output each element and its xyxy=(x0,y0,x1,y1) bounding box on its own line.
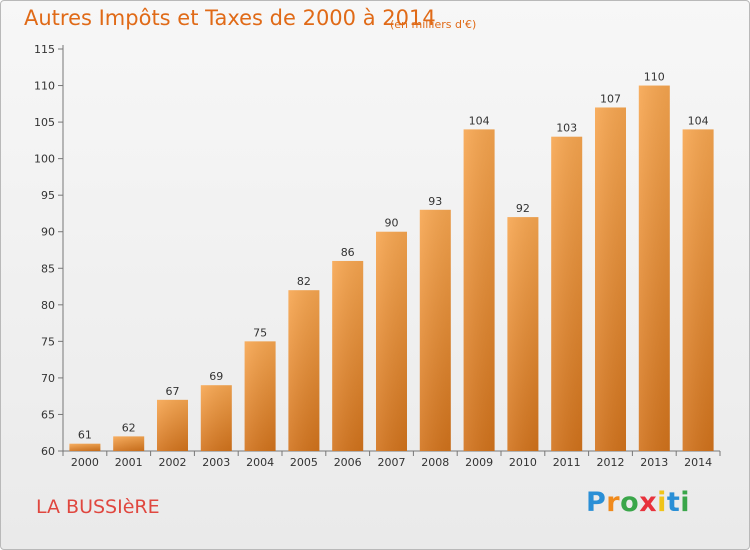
x-tick-label: 2003 xyxy=(202,456,230,469)
chart-subtitle: (en milliers d'€) xyxy=(390,18,477,31)
bars: 61 62 67 69 75 82 86 90 93 104 92 103 107 110 104 xyxy=(69,71,714,452)
data-label: 62 xyxy=(122,421,136,434)
bar-shade xyxy=(288,290,320,451)
y-tick-label: 90 xyxy=(41,226,55,239)
bar-shade xyxy=(69,443,101,451)
y-tick-label: 85 xyxy=(41,262,55,275)
y-tick-label: 115 xyxy=(34,43,55,56)
bar-shade xyxy=(463,129,495,451)
y-tick: 90 xyxy=(41,226,63,239)
bar-shade xyxy=(638,85,670,451)
y-tick-label: 105 xyxy=(34,116,55,129)
x-tick-label: 2006 xyxy=(334,456,362,469)
data-label: 92 xyxy=(516,202,530,215)
data-label: 90 xyxy=(385,217,399,230)
y-tick-label: 95 xyxy=(41,189,55,202)
y-tick-label: 110 xyxy=(34,80,55,93)
x-tick-label: 2008 xyxy=(421,456,449,469)
bar-shade xyxy=(376,231,407,451)
data-label: 107 xyxy=(600,92,621,105)
bar-shade xyxy=(419,209,451,451)
y-tick: 70 xyxy=(41,372,63,385)
y-tick: 105 xyxy=(34,116,63,129)
bar-shade xyxy=(113,436,145,451)
x-tick-label: 2002 xyxy=(159,456,187,469)
x-tick-label: 2010 xyxy=(509,456,537,469)
x-tick-label: 2000 xyxy=(71,456,99,469)
data-label: 61 xyxy=(78,429,92,442)
logo-letter: P xyxy=(586,487,607,518)
y-tick-label: 75 xyxy=(41,335,55,348)
x-tick-label: 2011 xyxy=(553,456,581,469)
y-tick-label: 65 xyxy=(41,408,55,421)
y-tick: 115 xyxy=(34,43,63,56)
logo-letter: x xyxy=(639,487,658,518)
commune-name: LA BUSSIèRE xyxy=(36,496,160,518)
bar-shade xyxy=(157,399,188,451)
data-label: 93 xyxy=(428,195,442,208)
data-label: 104 xyxy=(688,114,709,127)
data-label: 104 xyxy=(469,114,490,127)
y-tick: 75 xyxy=(41,335,63,348)
bar-shade xyxy=(595,107,626,452)
bar-shade xyxy=(200,385,232,451)
x-tick-label: 2013 xyxy=(640,456,668,469)
data-label: 103 xyxy=(556,122,577,135)
logo-letter: o xyxy=(620,487,640,518)
x-tick-label: 2012 xyxy=(597,456,625,469)
bar-shade xyxy=(507,217,539,451)
chart-title: Autres Impôts et Taxes de 2000 à 2014 xyxy=(24,6,436,30)
bar-shade xyxy=(244,341,276,451)
x-tick-label: 2014 xyxy=(684,456,712,469)
x-tick-label: 2001 xyxy=(115,456,143,469)
y-tick: 80 xyxy=(41,299,63,312)
y-tick: 100 xyxy=(34,153,63,166)
bar-shade xyxy=(682,129,714,451)
y-tick-label: 100 xyxy=(34,153,55,166)
y-tick-label: 70 xyxy=(41,372,55,385)
data-label: 67 xyxy=(166,385,180,398)
data-label: 69 xyxy=(209,370,223,383)
y-tick: 65 xyxy=(41,408,63,421)
data-label: 110 xyxy=(644,71,665,84)
bar-shade xyxy=(551,136,583,451)
x-tick-label: 2009 xyxy=(465,456,493,469)
y-tick: 110 xyxy=(34,80,63,93)
logo-letter: r xyxy=(606,487,621,518)
bar-shade xyxy=(332,260,364,451)
logo-letter: t xyxy=(666,487,681,518)
data-label: 82 xyxy=(297,275,311,288)
proxiti-logo: Proxiti xyxy=(586,487,690,518)
logo-letter: i xyxy=(657,487,667,518)
x-tick-label: 2007 xyxy=(378,456,406,469)
y-tick: 60 xyxy=(41,445,63,458)
y-tick: 85 xyxy=(41,262,63,275)
x-tick-label: 2004 xyxy=(246,456,274,469)
x-axis: 2000 2001 2002 2003 2004 2005 2006 2007 2008 2009… xyxy=(62,450,721,469)
y-tick-label: 80 xyxy=(41,299,55,312)
x-tick-label: 2005 xyxy=(290,456,318,469)
logo-letter: i xyxy=(680,487,691,518)
y-tick-label: 60 xyxy=(41,445,55,458)
data-label: 86 xyxy=(341,246,355,259)
data-label: 75 xyxy=(253,326,267,339)
y-axis: 60 65 70 75 80 85 90 95 100 105 110 115 xyxy=(34,43,64,458)
y-tick: 95 xyxy=(41,189,63,202)
